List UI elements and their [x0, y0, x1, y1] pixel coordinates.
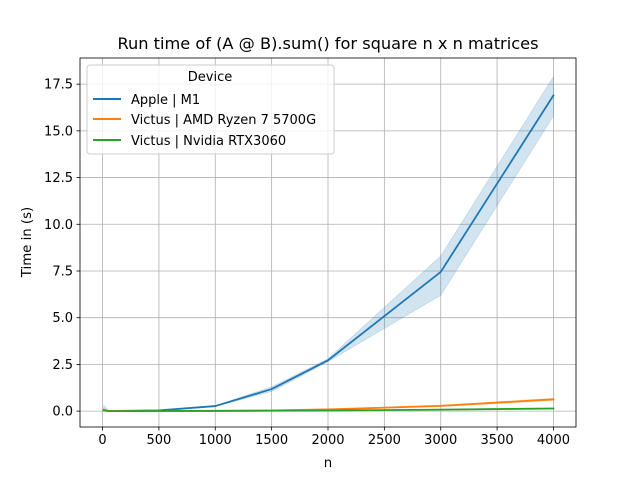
series-lines	[102, 94, 555, 413]
legend: Device Apple | M1 Victus | AMD Ryzen 7 5…	[86, 64, 335, 155]
legend-title: Device	[188, 70, 232, 85]
chart-title: Run time of (A @ B).sum() for square n x…	[117, 34, 538, 53]
x-axis-ticks: 0 500 1000 1500 2000 2500 3000 3500 4000	[98, 427, 570, 448]
x-tick-label: 0	[98, 433, 106, 448]
x-tick-label: 500	[146, 433, 171, 448]
legend-box	[86, 64, 335, 155]
x-tick-label: 2000	[311, 433, 344, 448]
y-tick-label: 15.0	[44, 124, 73, 139]
y-tick-label: 7.5	[52, 264, 73, 279]
legend-label-nvidia-rtx3060: Victus | Nvidia RTX3060	[131, 134, 286, 149]
series-line-victus-nvidia-rtx3060	[102, 407, 555, 413]
y-tick-label: 10.0	[44, 218, 73, 233]
y-axis-label: Time in (s)	[20, 207, 35, 278]
y-tick-label: 0.0	[52, 405, 73, 420]
x-tick-label: 1500	[255, 433, 288, 448]
y-tick-label: 17.5	[44, 78, 73, 93]
x-axis-label: n	[324, 456, 332, 471]
legend-label-amd-ryzen: Victus | AMD Ryzen 7 5700G	[131, 113, 316, 128]
x-tick-label: 3500	[481, 433, 514, 448]
y-axis-ticks: 0.0 2.5 5.0 7.5 10.0 12.5 15.0 17.5	[44, 78, 80, 420]
x-tick-label: 2500	[368, 433, 401, 448]
y-tick-label: 5.0	[52, 311, 73, 326]
x-tick-label: 1000	[199, 433, 232, 448]
x-tick-label: 3000	[424, 433, 457, 448]
y-tick-label: 12.5	[44, 171, 73, 186]
y-tick-label: 2.5	[52, 358, 73, 373]
x-tick-label: 4000	[537, 433, 570, 448]
legend-label-apple-m1: Apple | M1	[131, 93, 200, 108]
